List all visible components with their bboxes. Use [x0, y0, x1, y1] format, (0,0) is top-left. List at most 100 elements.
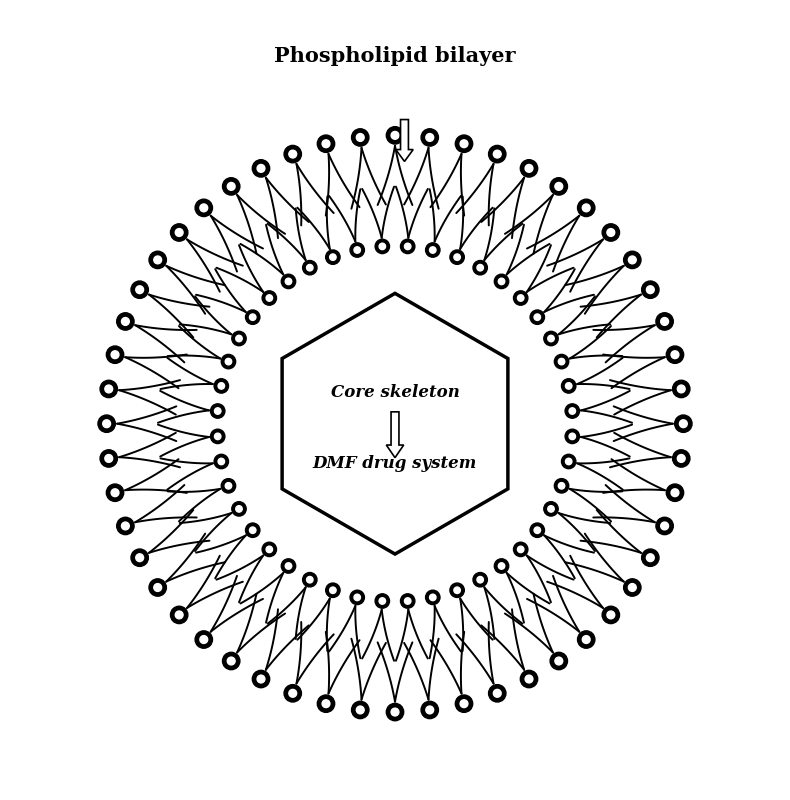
Circle shape — [105, 454, 113, 462]
Circle shape — [223, 178, 240, 195]
Circle shape — [404, 243, 411, 250]
Text: Core skeleton: Core skeleton — [330, 384, 460, 401]
Circle shape — [386, 126, 404, 144]
Circle shape — [149, 579, 167, 596]
Circle shape — [131, 281, 149, 298]
Circle shape — [671, 350, 679, 358]
Circle shape — [325, 250, 340, 264]
Circle shape — [401, 239, 415, 254]
Circle shape — [607, 229, 615, 236]
Circle shape — [100, 450, 118, 467]
Circle shape — [391, 131, 399, 139]
Circle shape — [231, 331, 246, 346]
Text: DMF drug system: DMF drug system — [313, 454, 477, 472]
Circle shape — [105, 385, 113, 393]
FancyArrow shape — [386, 412, 404, 458]
Circle shape — [569, 408, 576, 414]
Circle shape — [623, 579, 641, 596]
Circle shape — [525, 165, 533, 172]
Circle shape — [246, 310, 260, 324]
Circle shape — [200, 204, 208, 212]
Circle shape — [628, 256, 636, 264]
Circle shape — [628, 583, 636, 591]
Circle shape — [525, 675, 533, 683]
Circle shape — [577, 631, 595, 648]
Circle shape — [646, 286, 654, 294]
Circle shape — [98, 415, 115, 432]
Circle shape — [322, 140, 330, 148]
Circle shape — [671, 489, 679, 497]
Circle shape — [354, 246, 360, 254]
Circle shape — [430, 246, 436, 254]
Circle shape — [559, 358, 565, 365]
Circle shape — [250, 314, 256, 321]
Circle shape — [386, 703, 404, 721]
Circle shape — [329, 254, 336, 260]
Circle shape — [623, 251, 641, 269]
Circle shape — [559, 482, 565, 489]
Circle shape — [284, 146, 302, 162]
Circle shape — [530, 310, 544, 324]
Circle shape — [281, 559, 295, 573]
Circle shape — [534, 314, 540, 321]
Circle shape — [582, 204, 590, 212]
Circle shape — [284, 685, 302, 702]
Circle shape — [672, 450, 690, 467]
Circle shape — [354, 594, 360, 601]
Circle shape — [175, 229, 183, 236]
Circle shape — [154, 583, 162, 591]
Circle shape — [656, 518, 673, 534]
Circle shape — [200, 636, 208, 643]
Circle shape — [252, 670, 269, 688]
Circle shape — [352, 702, 369, 718]
Circle shape — [454, 254, 461, 260]
Circle shape — [231, 502, 246, 516]
Circle shape — [281, 274, 295, 289]
Circle shape — [577, 199, 595, 217]
Circle shape — [488, 685, 506, 702]
Circle shape — [171, 606, 188, 624]
Circle shape — [107, 484, 124, 502]
Circle shape — [677, 385, 685, 393]
Circle shape — [375, 239, 389, 254]
Circle shape — [498, 278, 505, 285]
Circle shape — [117, 313, 134, 330]
Circle shape — [566, 458, 572, 465]
Circle shape — [131, 549, 149, 566]
Circle shape — [473, 573, 487, 587]
FancyArrow shape — [396, 119, 413, 162]
Circle shape — [266, 294, 273, 302]
Circle shape — [214, 378, 228, 393]
Circle shape — [195, 199, 213, 217]
Circle shape — [210, 404, 225, 418]
Circle shape — [555, 657, 562, 665]
Circle shape — [250, 527, 256, 534]
Circle shape — [218, 458, 224, 465]
Circle shape — [672, 380, 690, 398]
Circle shape — [285, 562, 292, 570]
Circle shape — [325, 583, 340, 598]
Circle shape — [569, 433, 576, 440]
Circle shape — [602, 606, 619, 624]
Circle shape — [100, 380, 118, 398]
Circle shape — [111, 350, 119, 358]
Circle shape — [136, 554, 144, 562]
Circle shape — [421, 702, 438, 718]
Circle shape — [460, 140, 468, 148]
Circle shape — [235, 506, 243, 512]
Circle shape — [214, 433, 221, 440]
Circle shape — [426, 590, 440, 605]
Circle shape — [426, 243, 440, 258]
Circle shape — [514, 291, 528, 306]
Circle shape — [430, 594, 436, 601]
Circle shape — [550, 652, 567, 670]
Circle shape — [495, 559, 509, 573]
Circle shape — [225, 482, 231, 489]
Circle shape — [356, 134, 364, 142]
Circle shape — [565, 429, 580, 443]
Circle shape — [289, 690, 297, 698]
Circle shape — [175, 611, 183, 619]
Circle shape — [307, 265, 313, 271]
Circle shape — [488, 146, 506, 162]
Circle shape — [350, 590, 364, 605]
